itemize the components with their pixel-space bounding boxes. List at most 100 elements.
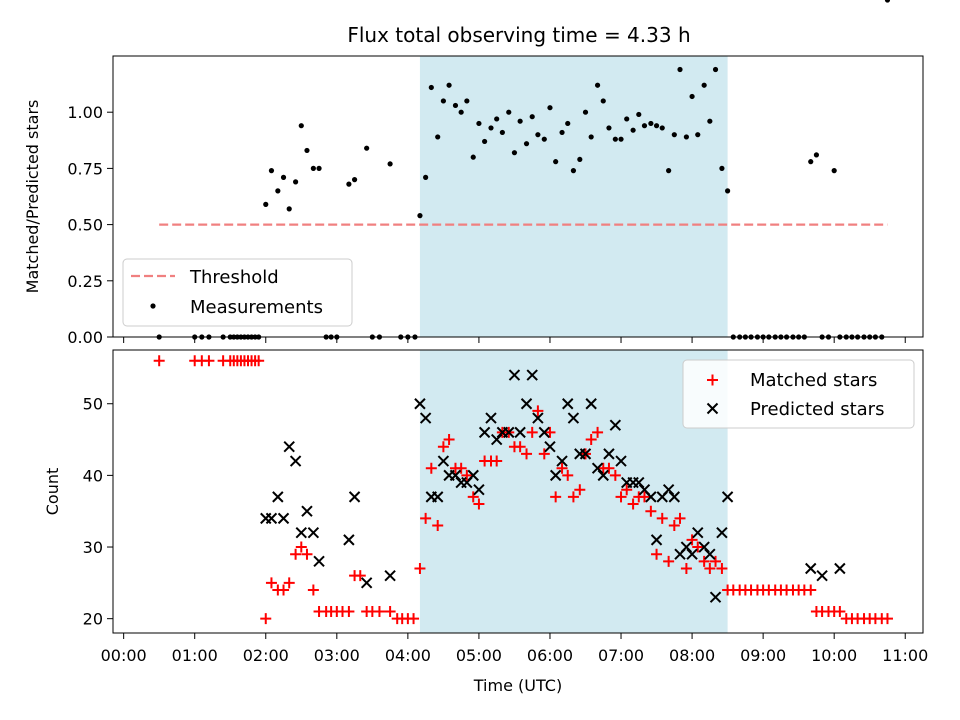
predicted-star-point [721,491,734,503]
matched-star-point [567,491,579,503]
measurement-point [452,102,459,109]
predicted-star-point [301,505,313,517]
predicted-star-point [834,562,846,575]
matched-star-point [638,491,650,503]
legend-plus-marker [707,374,718,386]
measurement-point [547,105,553,111]
matched-star-point [704,563,716,575]
matched-star-point [260,613,272,625]
predicted-star-point [283,441,295,453]
bottom-y-tick-label: 20 [83,610,103,629]
predicted-star-point [603,448,615,460]
bottom-y-tick-label: 30 [83,538,103,557]
predicted-star-point [467,469,479,482]
predicted-star-point [698,541,710,553]
measurement-point [293,179,299,185]
measurement-point [316,165,322,171]
predicted-star-point [437,455,450,467]
predicted-star-point [579,448,592,460]
matched-star-point [532,405,544,417]
measurement-point [577,156,583,163]
measurement-point [707,118,713,124]
measurement-points [156,0,891,340]
measurement-point [630,127,636,133]
predicted-star-point [591,462,604,474]
predicted-star-point [277,512,290,525]
predicted-star-point [567,412,580,424]
x-tick-label: 04:00 [385,646,431,665]
matched-star-point [473,498,485,510]
measurement-point [529,114,535,120]
measurement-point [666,168,672,174]
matched-star-point [585,434,597,446]
predicted-star-point [532,412,544,424]
matched-star-point [538,448,550,460]
legend-matched-label: Matched stars [750,370,877,391]
predicted-star-point [503,426,515,439]
x-axis-label: Time (UTC) [473,676,562,695]
matched-stars-points [153,355,893,625]
matched-star-point [354,570,366,582]
matched-star-point [627,498,639,510]
measurement-point [712,66,719,73]
predicted-star-point [549,469,562,482]
predicted-star-point [384,569,396,582]
top-legend-box [122,258,353,327]
matched-star-point [716,563,728,575]
x-tick-label: 02:00 [243,646,289,665]
bottom-legend: Matched stars Predicted stars [682,359,915,429]
measurement-point [641,123,648,129]
bottom-y-tick-label: 50 [83,395,103,414]
matched-star-point [432,520,444,532]
measurement-point [351,177,358,183]
x-tick-label: 06:00 [527,646,573,665]
measurement-point [695,132,701,138]
x-axis: 00:00 01:00 02:00 03:00 04:00 05:00 06:00 07:00… [101,633,928,665]
matched-star-point [603,462,615,474]
measurement-point [671,132,677,138]
top-x-axis [123,337,906,343]
measurement-point [624,116,630,122]
measurement-point [606,125,612,131]
predicted-star-point [680,541,693,553]
matched-star-point [615,491,627,503]
predicted-star-point [704,548,716,560]
predicted-star-point [650,534,663,546]
predicted-star-point [544,441,556,453]
predicted-star-point [556,455,568,467]
measurement-point [701,82,707,88]
measurement-point [470,154,476,160]
matched-star-point [645,505,657,517]
matched-star-point [514,441,526,453]
measurement-point [506,109,512,115]
matched-star-point [526,426,538,438]
measurement-point [565,120,571,127]
measurement-point [464,98,470,104]
predicted-star-point [449,469,462,482]
matched-star-point [443,434,455,446]
measurement-point [304,147,310,154]
measurement-point [310,165,316,171]
x-tick-label: 01:00 [172,646,218,665]
measurement-point [440,98,446,104]
measurement-point [677,66,683,73]
predicted-star-point [508,369,521,381]
predicted-star-point [526,369,538,381]
measurement-point [268,168,275,174]
predicted-star-point [360,577,373,589]
predicted-star-point [662,484,675,496]
predicted-star-point [348,491,361,503]
legend-measurements-swatch [150,303,156,309]
matched-star-point [290,548,302,560]
measurement-point [588,134,594,140]
measurement-point [511,150,518,156]
matched-star-point [556,462,568,474]
matched-star-point [574,484,586,496]
predicted-star-point [597,469,609,482]
measurement-point [636,111,642,118]
predicted-star-point [490,433,503,446]
measurement-point [553,159,559,165]
predicted-star-point [478,426,491,439]
predicted-star-point [709,591,722,603]
matched-star-point [295,541,307,553]
